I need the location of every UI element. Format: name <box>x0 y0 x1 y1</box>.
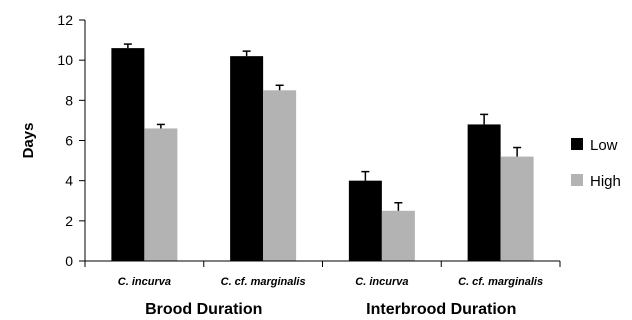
bar <box>230 56 264 262</box>
category-label: C. incurva <box>118 276 171 288</box>
y-tick-label: 6 <box>65 133 73 149</box>
legend-swatch <box>571 174 583 186</box>
bar <box>263 90 297 262</box>
y-tick-label: 8 <box>65 92 73 108</box>
group-label: Interbrood Duration <box>366 301 516 318</box>
category-label: C. cf. marginalis <box>221 276 306 288</box>
y-axis-title: Days <box>20 123 37 159</box>
legend-label: Low <box>590 137 618 154</box>
y-tick-label: 4 <box>65 173 73 189</box>
legend: Low High <box>571 137 621 190</box>
bar <box>348 180 382 261</box>
bar <box>144 128 178 261</box>
legend-swatch <box>571 138 583 150</box>
y-tick-label: 2 <box>65 213 73 229</box>
bars <box>111 43 534 262</box>
legend-label: High <box>590 173 621 190</box>
category-label: C. incurva <box>355 276 408 288</box>
category-label: C. cf. marginalis <box>458 276 543 288</box>
y-tick-label: 12 <box>57 12 73 28</box>
group-label: Brood Duration <box>145 301 262 318</box>
bar <box>500 156 534 261</box>
bar <box>111 48 145 261</box>
y-axis: 0 2 4 6 8 10 12 <box>57 12 86 269</box>
bar <box>467 124 501 261</box>
x-axis: C. incurva C. cf. marginalis C. incurva C. … <box>84 260 561 318</box>
y-tick-label: 0 <box>65 253 73 269</box>
bar <box>381 210 415 261</box>
y-tick-label: 10 <box>57 52 73 68</box>
